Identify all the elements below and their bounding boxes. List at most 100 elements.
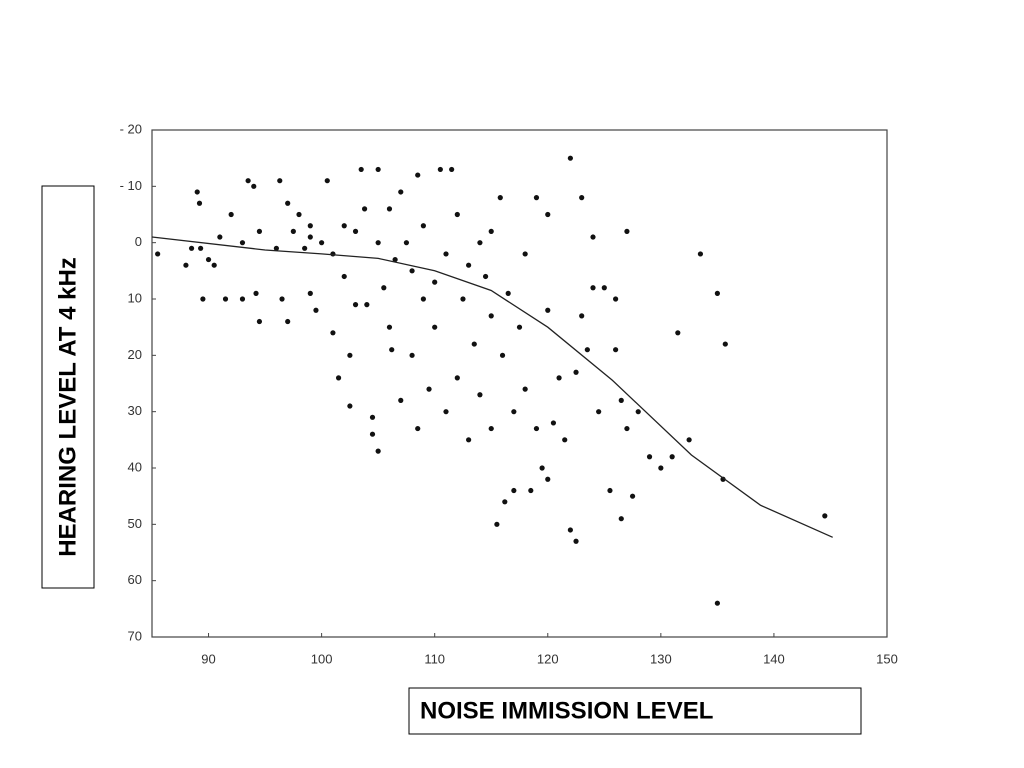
data-point <box>539 465 545 471</box>
x-tick-label: 130 <box>650 651 672 666</box>
data-point <box>822 513 828 519</box>
data-point <box>392 256 398 263</box>
data-point <box>505 290 511 296</box>
y-tick-label: 20 <box>128 347 142 362</box>
data-point <box>714 290 720 296</box>
data-point <box>341 273 347 280</box>
data-point <box>497 195 503 201</box>
data-point <box>522 386 528 392</box>
y-tick-label: 0 <box>135 234 142 249</box>
data-point <box>488 425 494 432</box>
data-point <box>686 437 692 443</box>
data-point <box>590 234 596 240</box>
data-point <box>313 307 319 313</box>
data-point <box>155 251 161 257</box>
x-tick-label: 110 <box>424 651 445 666</box>
data-point <box>256 318 263 325</box>
data-point <box>420 223 426 229</box>
data-point <box>443 409 449 415</box>
data-point <box>217 234 223 240</box>
data-point <box>499 352 506 358</box>
data-point <box>697 251 704 257</box>
data-point <box>550 420 557 426</box>
data-point <box>307 223 313 229</box>
data-point <box>239 296 246 302</box>
data-point <box>302 245 308 251</box>
plot-frame <box>151 129 888 638</box>
data-point <box>432 279 438 285</box>
data-point <box>228 211 234 218</box>
data-point <box>386 206 393 212</box>
data-point <box>584 347 590 353</box>
data-point <box>545 307 551 313</box>
data-point <box>714 600 720 606</box>
data-point <box>432 324 438 330</box>
data-point <box>398 397 404 403</box>
data-point <box>613 296 619 302</box>
y-tick-label: 50 <box>128 516 142 531</box>
data-point <box>556 375 562 381</box>
data-point <box>658 465 664 471</box>
fit-curve <box>151 236 833 538</box>
data-point <box>454 211 460 218</box>
y-label-box <box>41 185 95 589</box>
data-point <box>522 251 528 257</box>
data-point <box>460 296 466 302</box>
data-point <box>635 409 641 415</box>
data-point <box>296 211 302 218</box>
data-point <box>330 251 336 257</box>
data-point <box>613 347 619 353</box>
data-point <box>375 166 381 173</box>
data-point <box>285 318 291 325</box>
data-point <box>285 200 291 206</box>
data-point <box>488 313 494 319</box>
data-point <box>443 251 449 257</box>
data-point <box>646 454 653 460</box>
y-tick-label: - 10 <box>120 178 142 193</box>
y-tick-label: 60 <box>128 572 142 587</box>
data-point <box>398 189 404 195</box>
y-tick-label: - 20 <box>120 121 142 136</box>
x-tick-label: 120 <box>537 651 559 666</box>
data-point <box>403 240 410 246</box>
data-point <box>205 256 212 263</box>
data-point <box>511 409 517 415</box>
y-tick-label: 10 <box>128 290 142 305</box>
data-point <box>596 409 602 415</box>
x-tick-label: 90 <box>201 651 215 666</box>
data-point <box>319 240 325 246</box>
x-axis-label: NOISE IMMISSION LEVEL <box>420 697 713 724</box>
data-point <box>477 392 483 398</box>
data-point <box>389 347 395 353</box>
data-point <box>277 178 283 184</box>
data-point <box>494 521 500 527</box>
data-point <box>330 330 336 336</box>
data-point <box>590 285 596 291</box>
data-point <box>607 487 613 494</box>
data-point <box>477 240 483 246</box>
data-point <box>675 330 681 336</box>
data-point <box>720 476 726 482</box>
data-point <box>511 487 517 494</box>
data-point <box>361 206 368 212</box>
data-point <box>454 375 460 381</box>
data-point <box>579 195 585 201</box>
data-point <box>502 499 508 505</box>
y-axis-label: HEARING LEVEL AT 4 kHz <box>54 257 81 557</box>
data-point <box>516 324 523 330</box>
x-tick-label: 140 <box>763 651 785 666</box>
data-point <box>290 228 296 234</box>
data-point <box>381 285 387 291</box>
data-point <box>415 172 421 178</box>
data-point <box>420 296 426 302</box>
y-tick-label: 70 <box>128 628 142 643</box>
data-point <box>482 273 489 280</box>
data-point <box>196 200 203 206</box>
data-point <box>347 352 353 358</box>
data-point <box>352 302 359 308</box>
data-point <box>307 290 313 296</box>
data-point <box>279 296 285 302</box>
data-point <box>466 437 472 443</box>
data-point <box>251 183 257 189</box>
data-point <box>669 454 675 460</box>
